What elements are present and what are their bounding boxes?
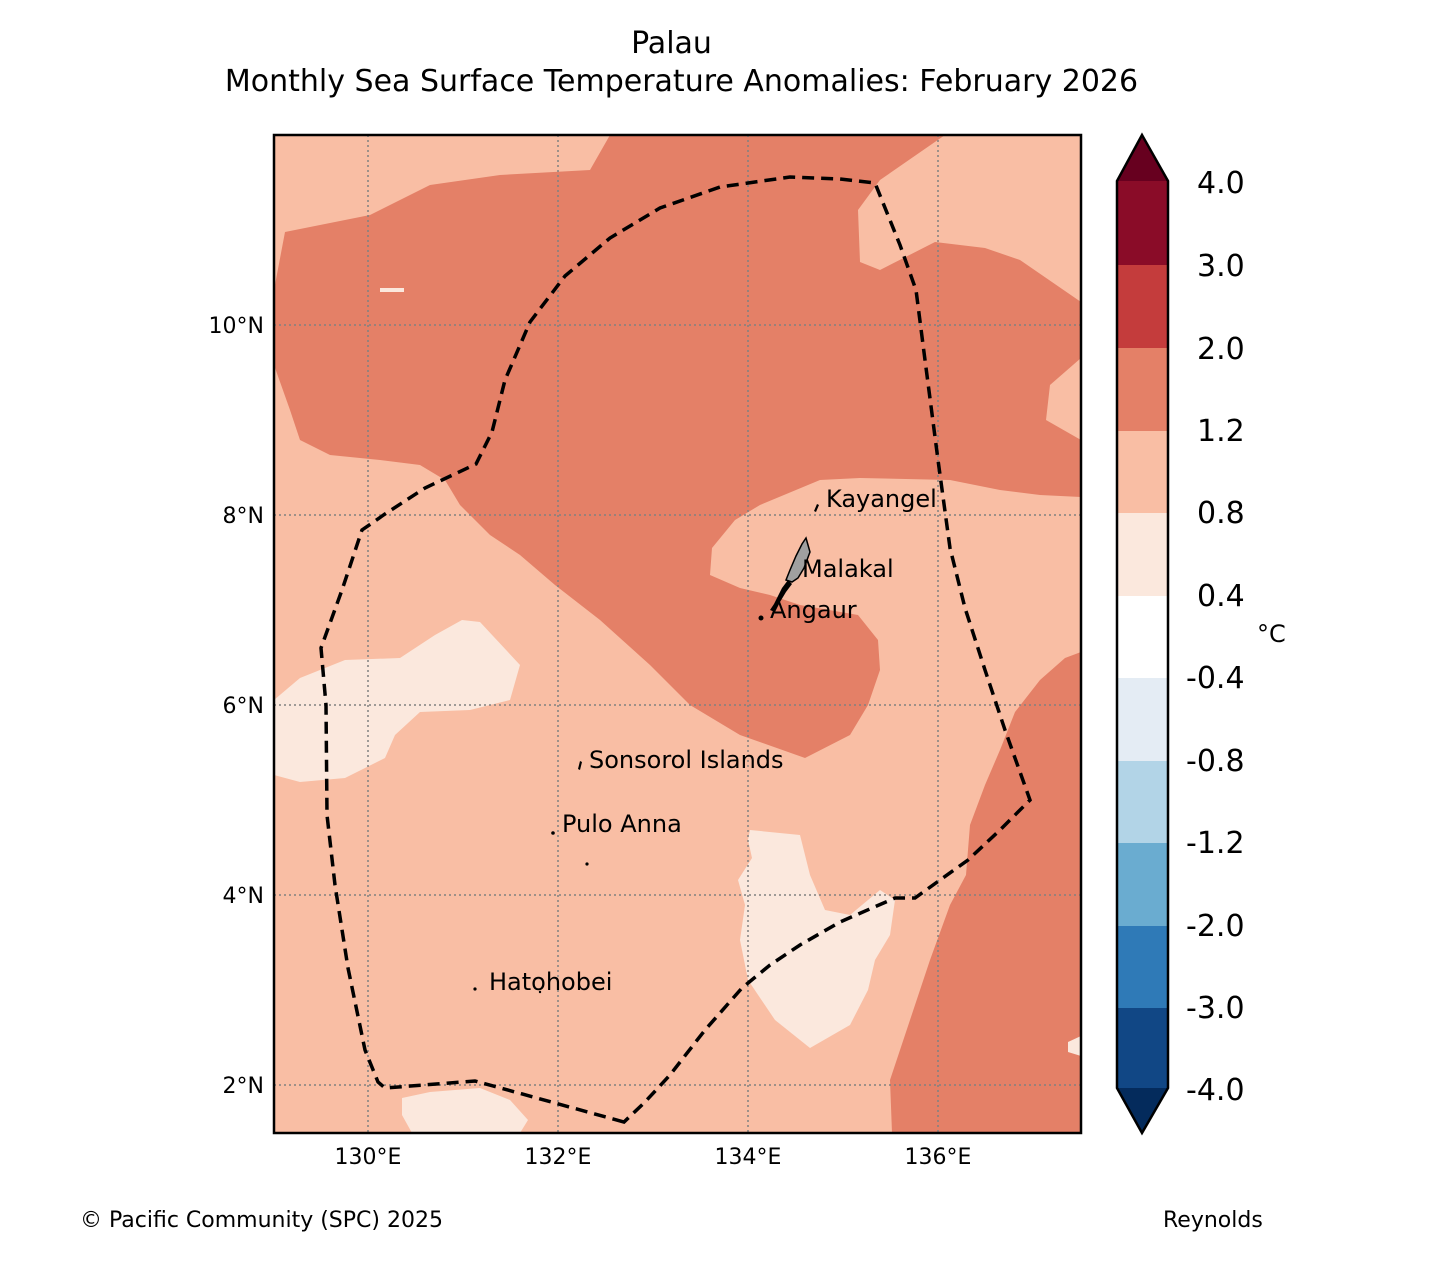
place-label-pulo-anna: Pulo Anna <box>562 810 682 838</box>
colorbar-band-3-4 <box>1117 181 1168 265</box>
place-labels: Kayangel Malakal Angaur Sonsorol Islands… <box>489 485 937 996</box>
lon-tick-130e: 130°E <box>335 1145 402 1170</box>
colorbar-tick: 1.2 <box>1197 414 1245 449</box>
pulo-anna-dot <box>551 831 555 835</box>
palau-southern-islands <box>770 580 792 612</box>
anomaly-fleck-east <box>1068 1036 1081 1056</box>
lat-tick-labels: 10°N 8°N 6°N 4°N 2°N <box>209 314 264 1099</box>
colorbar-band-0.8-1.2 <box>1117 431 1168 513</box>
angaur-dot <box>758 615 764 621</box>
lon-tick-136e: 136°E <box>905 1145 972 1170</box>
colorbar-tick: 3.0 <box>1197 249 1245 284</box>
sonsorol-dot <box>578 761 582 770</box>
colorbar-extend-top <box>1117 135 1168 181</box>
lat-tick-2n: 2°N <box>223 1074 264 1099</box>
eez-boundary <box>319 175 1033 1124</box>
anomaly-region-1.2-2.0 <box>274 135 1081 758</box>
place-label-sonsorol: Sonsorol Islands <box>589 746 784 774</box>
colorbar-tick: -1.2 <box>1186 826 1245 861</box>
lon-tick-132e: 132°E <box>525 1145 592 1170</box>
place-label-angaur: Angaur <box>770 596 857 624</box>
colorbar-tick: -4.0 <box>1186 1073 1245 1108</box>
colorbar-band-m0.8-m1.2 <box>1117 761 1168 843</box>
anomaly-region-1.2-2.0-southeast <box>890 652 1081 1133</box>
islands <box>473 504 819 994</box>
anomaly-region-0.4-0.8-west <box>274 620 520 782</box>
helen-reef-dot <box>538 990 542 994</box>
kayangel-dot <box>814 504 819 512</box>
colorbar-tick-labels: 4.0 3.0 2.0 1.2 0.8 0.4 -0.4 -0.8 -1.2 -… <box>1186 166 1245 1108</box>
lat-tick-4n: 4°N <box>223 884 264 909</box>
lat-tick-8n: 8°N <box>223 504 264 529</box>
colorbar-band-m2-m3 <box>1117 926 1168 1008</box>
map-frame <box>272 133 1083 1135</box>
colorbar-tick: -2.0 <box>1186 909 1245 944</box>
lon-tick-134e: 134°E <box>715 1145 782 1170</box>
colorbar-band-neutral <box>1117 596 1168 678</box>
gridlines <box>274 135 1081 1133</box>
colorbar-band-2-3 <box>1117 265 1168 348</box>
copyright-text: © Pacific Community (SPC) 2025 <box>80 1208 443 1233</box>
map-title: Palau <box>631 26 712 61</box>
colorbar-tick: -3.0 <box>1186 991 1245 1026</box>
colorbar-band-m1.2-m2 <box>1117 843 1168 926</box>
colorbar-band-1.2-2 <box>1117 348 1168 431</box>
hatohobei-dot <box>473 987 477 991</box>
colorbar <box>1115 132 1170 1136</box>
colorbar-band-0.4-0.8 <box>1117 513 1168 596</box>
anomaly-field <box>274 135 1081 1133</box>
lat-tick-6n: 6°N <box>223 694 264 719</box>
colorbar-tick: -0.4 <box>1186 661 1245 696</box>
place-label-malakal: Malakal <box>802 555 894 583</box>
anomaly-fleck <box>380 288 404 292</box>
anomaly-region-0.4-0.8-south <box>738 830 895 1048</box>
colorbar-unit: °C <box>1257 620 1286 648</box>
colorbar-band-m0.4-m0.8 <box>1117 678 1168 761</box>
colorbar-tick: 2.0 <box>1197 332 1245 367</box>
colorbar-tick: 0.4 <box>1197 579 1245 614</box>
colorbar-extend-bottom <box>1117 1088 1168 1133</box>
colorbar-tick: -0.8 <box>1186 744 1245 779</box>
colorbar-tick: 4.0 <box>1197 166 1245 201</box>
lon-tick-labels: 130°E 132°E 134°E 136°E <box>335 1145 972 1170</box>
place-label-hatohobei: Hatohobei <box>489 968 612 996</box>
lat-tick-10n: 10°N <box>209 314 264 339</box>
colorbar-tick: 0.8 <box>1197 496 1245 531</box>
data-source-text: Reynolds <box>1163 1208 1263 1233</box>
colorbar-band-m3-m4 <box>1117 1008 1168 1088</box>
anomaly-region-0.4-0.8-southwest <box>402 1088 528 1133</box>
colorbar-outline <box>1115 132 1170 1136</box>
merir-dot <box>585 862 589 866</box>
place-label-kayangel: Kayangel <box>826 485 937 513</box>
map-subtitle: Monthly Sea Surface Temperature Anomalie… <box>224 64 1139 99</box>
